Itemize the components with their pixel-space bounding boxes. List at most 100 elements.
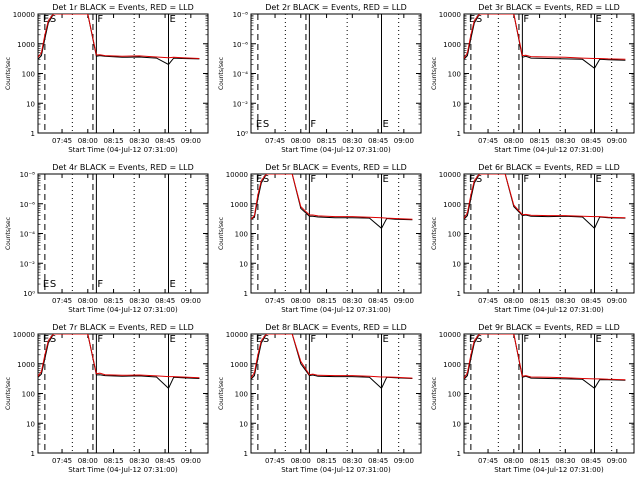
x-tick-label: 08:30 — [129, 137, 149, 145]
panel-title: Det 9r BLACK = Events, RED = LLD — [478, 323, 620, 332]
x-tick-label: 07:45 — [52, 457, 72, 465]
x-tick-label: 08:30 — [129, 297, 149, 305]
marker-label-f: F — [523, 174, 529, 185]
events-series-line — [38, 334, 200, 390]
x-tick-label: 09:00 — [394, 457, 414, 465]
y-tick-label: 10 — [239, 420, 248, 428]
y-tick-label: 10000 — [439, 171, 461, 179]
x-axis-label: Start Time (04-Jul-12 07:31:00) — [494, 466, 604, 474]
x-tick-label: 09:00 — [607, 297, 627, 305]
y-axis-label: Counts/sec — [218, 217, 225, 250]
x-tick-label: 09:00 — [607, 457, 627, 465]
y-tick-label: 10⁰ — [236, 130, 248, 138]
y-axis-label: Counts/sec — [5, 57, 12, 90]
plot-frame — [37, 173, 209, 294]
x-tick-label: 08:45 — [368, 457, 388, 465]
marker-label-e: E — [469, 174, 475, 185]
y-tick-label: 10 — [452, 260, 461, 268]
marker-label-e: E — [596, 14, 602, 25]
marker-label-s: S — [50, 279, 56, 290]
plot-frame — [250, 173, 422, 294]
x-tick-label: 08:15 — [529, 297, 549, 305]
marker-label-s: S — [476, 334, 482, 345]
x-tick-label: 08:15 — [103, 457, 123, 465]
x-tick-label: 08:00 — [78, 137, 98, 145]
plot-frame — [463, 13, 635, 134]
x-axis-label: Start Time (04-Jul-12 07:31:00) — [494, 146, 604, 154]
y-tick-label: 10 — [452, 420, 461, 428]
marker-label-e: E — [383, 119, 389, 130]
panel-det-8: Det 8r BLACK = Events, RED = LLD 1 10 100 10… — [218, 323, 422, 474]
x-tick-label: 08:45 — [581, 137, 601, 145]
x-tick-label: 08:30 — [555, 297, 575, 305]
x-tick-label: 07:45 — [52, 137, 72, 145]
y-tick-label: 1000 — [443, 41, 461, 49]
events-series-line — [464, 334, 626, 390]
marker-label-s: S — [50, 334, 56, 345]
x-tick-label: 07:45 — [52, 297, 72, 305]
x-tick-label: 08:30 — [342, 457, 362, 465]
lld-series-line — [464, 14, 626, 60]
y-tick-label: 100 — [22, 71, 35, 79]
y-tick-label: 1 — [457, 290, 461, 298]
x-tick-label: 08:00 — [78, 297, 98, 305]
x-axis-label: Start Time (04-Jul-12 07:31:00) — [494, 306, 604, 314]
marker-label-e: E — [43, 14, 49, 25]
x-tick-label: 09:00 — [181, 297, 201, 305]
x-tick-label: 08:00 — [291, 457, 311, 465]
panel-det-3: Det 3r BLACK = Events, RED = LLD 1 10 100 10… — [431, 3, 635, 154]
x-axis-label: Start Time (04-Jul-12 07:31:00) — [68, 466, 178, 474]
panel-title: Det 5r BLACK = Events, RED = LLD — [265, 163, 407, 172]
lld-series-line — [251, 174, 413, 220]
lld-series-line — [38, 334, 200, 379]
y-tick-label: 1000 — [230, 201, 248, 209]
events-series-line — [464, 14, 626, 70]
marker-label-f: F — [97, 14, 103, 25]
events-series-line — [251, 334, 413, 390]
panel-det-4: Det 4r BLACK = Events, RED = LLD 10⁰ 10⁻² 1… — [5, 163, 209, 314]
marker-label-e: E — [256, 174, 262, 185]
x-tick-label: 09:00 — [394, 137, 414, 145]
y-axis-label: Counts/sec — [431, 217, 438, 250]
lld-series-line — [464, 174, 626, 219]
y-tick-label: 100 — [235, 231, 248, 239]
marker-label-e: E — [596, 334, 602, 345]
lld-series-line — [251, 334, 413, 379]
x-tick-label: 08:45 — [581, 457, 601, 465]
y-tick-label: 1 — [457, 130, 461, 138]
marker-label-e: E — [383, 174, 389, 185]
marker-label-s: S — [50, 14, 56, 25]
y-tick-label: 10 — [26, 100, 35, 108]
panel-det-2: Det 2r BLACK = Events, RED = LLD 10⁰ 10⁻² 1… — [218, 3, 422, 154]
y-tick-label: 1000 — [443, 361, 461, 369]
x-tick-label: 08:45 — [368, 297, 388, 305]
y-tick-label: 10⁻⁴ — [233, 71, 249, 79]
y-tick-label: 10⁻⁶ — [20, 201, 36, 209]
marker-label-f: F — [310, 119, 316, 130]
marker-label-f: F — [97, 279, 103, 290]
y-tick-label: 10 — [452, 100, 461, 108]
x-tick-label: 08:00 — [291, 137, 311, 145]
x-tick-label: 08:30 — [342, 137, 362, 145]
marker-label-s: S — [476, 174, 482, 185]
y-tick-label: 1000 — [230, 361, 248, 369]
lld-series-line — [464, 334, 626, 381]
y-tick-label: 100 — [235, 391, 248, 399]
y-tick-label: 10⁻⁶ — [233, 41, 249, 49]
marker-label-s: S — [263, 334, 269, 345]
y-tick-label: 10000 — [226, 331, 248, 339]
y-tick-label: 10000 — [226, 171, 248, 179]
x-tick-label: 07:45 — [265, 457, 285, 465]
events-series-line — [251, 174, 413, 230]
y-tick-label: 1000 — [443, 201, 461, 209]
y-tick-label: 10000 — [13, 11, 35, 19]
events-series-line — [38, 14, 200, 66]
x-tick-label: 08:15 — [316, 297, 336, 305]
x-tick-label: 08:15 — [316, 137, 336, 145]
y-tick-label: 10000 — [439, 11, 461, 19]
marker-label-e: E — [256, 334, 262, 345]
x-tick-label: 08:00 — [78, 457, 98, 465]
y-tick-label: 10⁻² — [233, 100, 249, 108]
x-tick-label: 07:45 — [478, 457, 498, 465]
